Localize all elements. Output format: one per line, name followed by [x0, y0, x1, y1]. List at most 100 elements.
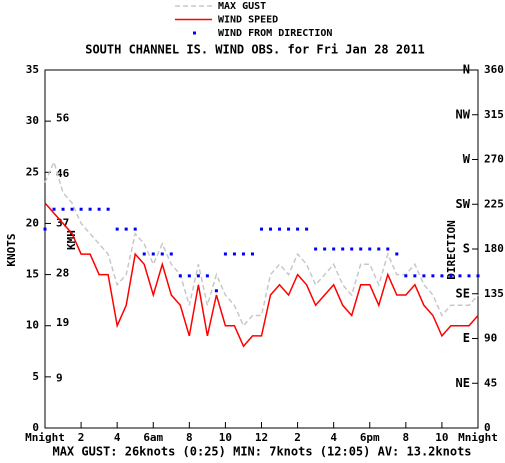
- y2-tick-label: 45: [484, 376, 497, 389]
- direction-dot: [151, 252, 155, 256]
- compass-label: SW: [456, 197, 471, 211]
- kmh-axis-label: KMH: [65, 230, 78, 250]
- y-axis-label: KNOTS: [5, 233, 18, 266]
- kmh-tick-label: 46: [56, 167, 70, 180]
- y-tick-label: 30: [26, 114, 39, 127]
- series-line: [44, 159, 479, 328]
- direction-dot: [413, 274, 417, 278]
- direction-dot: [205, 274, 209, 278]
- direction-dot: [305, 227, 309, 231]
- y2-tick-label: 180: [484, 242, 504, 255]
- direction-dot: [196, 274, 200, 278]
- compass-label: W: [463, 152, 471, 166]
- direction-dot: [70, 207, 74, 211]
- direction-dot: [314, 247, 318, 251]
- kmh-tick-label: 19: [56, 316, 69, 329]
- y-tick-label: 35: [26, 63, 39, 76]
- direction-dot: [350, 247, 354, 251]
- direction-dot: [178, 274, 182, 278]
- direction-dot: [260, 227, 263, 231]
- direction-dot: [377, 247, 381, 251]
- legend-label: WIND SPEED: [218, 15, 278, 26]
- direction-dot: [79, 207, 83, 211]
- direction-dot: [169, 252, 173, 256]
- direction-dot: [368, 247, 372, 251]
- direction-dot: [458, 274, 462, 278]
- compass-label: NW: [456, 107, 471, 121]
- y2-tick-label: 360: [484, 63, 504, 76]
- y-tick-label: 25: [26, 165, 39, 178]
- direction-dot: [431, 274, 435, 278]
- y2-axis-label: DIRECTION: [445, 220, 458, 280]
- x-tick-label: 6am: [143, 431, 163, 444]
- direction-dot: [223, 252, 227, 256]
- direction-dot: [287, 227, 291, 231]
- y-tick-label: 0: [32, 421, 39, 434]
- direction-dot: [332, 247, 336, 251]
- chart-title: SOUTH CHANNEL IS. WIND OBS. for Fri Jan …: [85, 43, 425, 57]
- direction-dot: [52, 207, 56, 211]
- x-tick-label: 12: [255, 431, 268, 444]
- direction-dot: [187, 274, 191, 278]
- x-tick-label: 10: [219, 431, 232, 444]
- x-tick-label: 2: [294, 431, 301, 444]
- direction-dot: [467, 274, 471, 278]
- compass-label: SE: [456, 286, 470, 300]
- compass-label: NE: [456, 376, 470, 390]
- compass-label: N: [463, 63, 470, 77]
- direction-dot: [449, 274, 453, 278]
- compass-label: E: [463, 331, 470, 345]
- direction-dot: [43, 227, 47, 231]
- x-tick-label: 4: [114, 431, 121, 444]
- x-tick-label: 8: [186, 431, 193, 444]
- y2-tick-label: 225: [484, 197, 504, 210]
- x-tick-label: 4: [330, 431, 337, 444]
- x-tick-label: Mnight: [458, 431, 498, 444]
- x-tick-label: 6pm: [360, 431, 380, 444]
- y2-tick-label: 135: [484, 287, 504, 300]
- direction-dot: [250, 252, 254, 256]
- direction-dot: [133, 227, 137, 231]
- y2-tick-label: 90: [484, 332, 497, 345]
- direction-dot: [97, 207, 101, 211]
- y2-tick-label: 270: [484, 153, 504, 166]
- y2-tick-label: 0: [484, 421, 491, 434]
- compass-label: S: [463, 242, 470, 256]
- direction-dot: [142, 252, 146, 256]
- direction-dot: [476, 274, 480, 278]
- direction-dot: [359, 247, 363, 251]
- legend-label: WIND FROM DIRECTION: [218, 28, 332, 39]
- kmh-tick-label: 28: [56, 266, 69, 279]
- y-tick-label: 5: [32, 370, 39, 383]
- direction-dot: [440, 274, 444, 278]
- direction-dot: [61, 207, 65, 211]
- direction-dot: [214, 289, 218, 293]
- x-tick-label: 8: [403, 431, 410, 444]
- direction-dot: [241, 252, 245, 256]
- series-line: [44, 202, 479, 348]
- direction-dot: [124, 227, 128, 231]
- direction-dot: [296, 227, 300, 231]
- x-tick-label: Mnight: [25, 431, 65, 444]
- direction-dot: [341, 247, 345, 251]
- legend-swatch: [193, 31, 196, 35]
- y-tick-label: 20: [26, 216, 39, 229]
- direction-dot: [88, 207, 92, 211]
- direction-dot: [160, 252, 164, 256]
- y-tick-label: 10: [26, 319, 39, 332]
- direction-dot: [115, 227, 119, 231]
- direction-dot: [278, 227, 282, 231]
- footer: MAX GUST: 26knots (0:25) MIN: 7knots (12…: [52, 445, 471, 459]
- kmh-tick-label: 56: [56, 112, 70, 125]
- direction-dot: [386, 247, 390, 251]
- direction-dot: [395, 252, 399, 256]
- direction-dot: [404, 274, 408, 278]
- kmh-tick-label: 9: [56, 371, 63, 384]
- direction-dot: [232, 252, 236, 256]
- x-tick-label: 10: [435, 431, 448, 444]
- legend-label: MAX GUST: [218, 1, 266, 12]
- y-tick-label: 15: [26, 268, 39, 281]
- direction-dot: [106, 207, 110, 211]
- direction-dot: [269, 227, 273, 231]
